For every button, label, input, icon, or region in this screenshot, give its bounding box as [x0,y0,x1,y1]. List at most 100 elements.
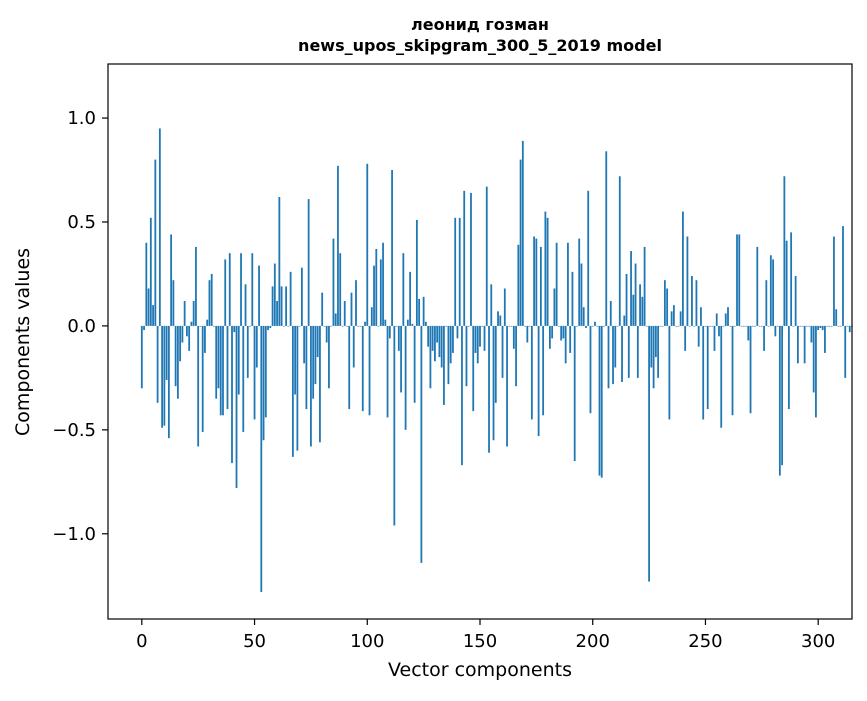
y-tick-label: 1.0 [67,108,96,129]
bar [388,325,391,339]
bar [418,298,421,326]
bar [429,325,432,389]
bar [580,263,583,326]
bar [515,325,517,387]
bar [560,325,563,341]
bar [219,325,222,416]
bar [186,325,188,337]
bar [402,253,405,326]
bar [792,325,795,327]
bar [158,128,161,326]
bar [564,325,567,364]
y-tick-label: 0.0 [67,316,96,337]
bar [630,251,632,326]
bar [542,325,545,416]
bar [206,319,209,326]
bar [492,325,495,441]
bar [445,325,448,327]
bar [269,325,272,328]
bar [740,325,743,327]
bar [488,325,490,453]
bar [400,325,402,393]
bar [370,307,373,326]
bar [222,325,224,416]
bar [359,325,362,327]
bar [289,271,292,326]
y-axis-label: Components values [12,248,34,436]
bar [636,325,639,378]
bar [506,325,508,447]
bar [842,226,844,326]
bar [537,325,540,437]
bar [533,236,536,326]
bar [449,325,452,364]
bar [188,325,191,351]
bar [382,242,384,326]
bar [785,240,788,326]
bar [517,244,520,326]
bar [596,325,599,327]
bar [666,288,669,326]
bar [319,325,321,443]
bar [790,232,793,326]
bar [501,325,504,378]
bar [273,263,276,326]
bar [641,296,644,326]
bar [812,325,815,393]
bar [839,325,842,327]
bar [544,211,547,326]
bar [303,325,306,364]
bar [167,325,170,439]
bar [291,325,294,457]
bar [499,315,502,326]
bar [598,325,601,476]
bar [192,300,195,326]
bar [434,325,436,362]
bar [713,325,716,351]
bar [361,325,364,412]
bar [821,325,824,331]
bar [352,325,355,368]
bar [463,190,466,326]
bar [826,325,829,327]
bar [632,294,635,326]
bar [546,217,549,326]
bar [794,276,797,326]
bar [510,325,513,327]
bar [494,325,497,403]
bar [427,325,430,347]
bar [149,217,152,326]
bar [176,325,179,399]
bar [197,325,200,447]
bar [623,315,626,326]
bar [833,236,835,326]
bar [249,325,251,327]
bar [718,325,720,337]
bar [393,325,396,526]
bar [213,325,215,327]
bar [670,311,673,326]
bar [652,325,655,389]
y-tick-label: 0.5 [67,212,96,233]
bar [808,325,811,327]
bar [745,325,747,327]
bar [573,325,576,462]
bar [815,325,817,418]
bar [328,325,330,389]
x-axis-ticks: 0 50 100 150 200 250 300 [136,619,835,652]
bar [443,325,445,405]
bar [424,321,427,326]
bar [571,271,574,326]
bar [224,259,227,326]
bar [659,325,662,327]
bar [458,217,461,326]
bar [170,234,173,326]
bar [163,325,166,426]
bar [422,296,425,326]
x-tick-label: 100 [350,631,384,652]
bar [521,140,524,326]
chart-subtitle: news_upos_skipgram_300_5_2019 model [298,36,662,55]
bar [366,163,369,326]
